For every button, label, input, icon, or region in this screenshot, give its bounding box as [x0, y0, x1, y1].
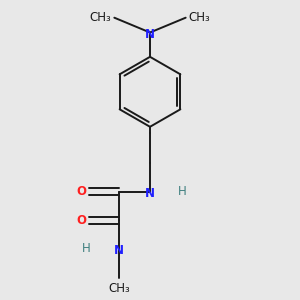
- Text: N: N: [145, 187, 155, 200]
- Text: O: O: [76, 214, 86, 227]
- Text: CH₃: CH₃: [108, 282, 130, 295]
- Text: H: H: [178, 185, 187, 198]
- Text: H: H: [82, 242, 91, 255]
- Text: N: N: [145, 28, 155, 40]
- Text: CH₃: CH₃: [189, 11, 210, 24]
- Text: CH₃: CH₃: [90, 11, 111, 24]
- Text: O: O: [76, 185, 86, 198]
- Text: N: N: [114, 244, 124, 257]
